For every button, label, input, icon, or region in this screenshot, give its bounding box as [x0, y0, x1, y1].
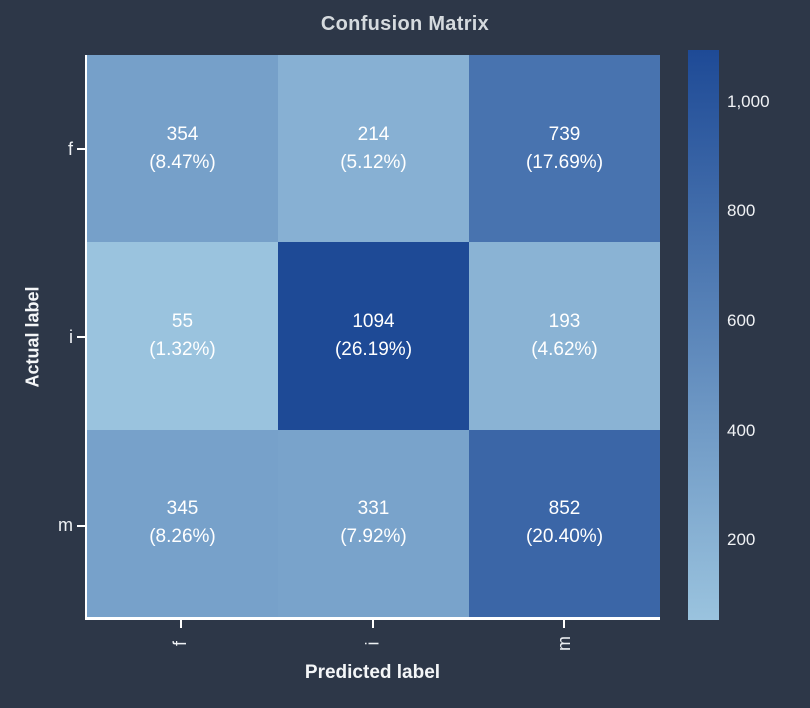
heatmap-cell-i-f: 55 (1.32%): [87, 242, 278, 430]
cell-percent: (8.26%): [149, 526, 216, 548]
x-tick-mark: [179, 620, 182, 628]
x-tick-label-f: f: [170, 640, 191, 646]
heatmap-cell-f-f: 354 (8.47%): [87, 55, 278, 243]
colorbar-tick-600: 600: [727, 311, 756, 330]
cell-value: 193: [548, 310, 581, 332]
cell-percent: (4.62%): [531, 338, 598, 360]
cell-value: 214: [357, 123, 390, 145]
cell-percent: (5.12%): [340, 151, 407, 173]
heatmap-cell-m-f: 345 (8.26%): [87, 429, 278, 617]
x-tick-label-m: m: [553, 635, 574, 651]
y-axis-tick-labels: f i m: [0, 55, 73, 620]
heatmap-cell-f-i: 214 (5.12%): [278, 55, 469, 243]
x-tick-mark: [563, 620, 566, 628]
cell-value: 345: [166, 498, 199, 520]
colorbar: [688, 50, 719, 620]
y-tick-label-i: i: [69, 326, 73, 347]
x-axis-tick-marks: [85, 620, 660, 628]
heatmap-grid: 354 (8.47%) 214 (5.12%) 739 (17.69%) 55 (1.32%)…: [85, 55, 660, 620]
heatmap-cell-i-i: 1094 (26.19%): [278, 242, 469, 430]
cell-value: 852: [548, 498, 581, 520]
y-tick-mark: [77, 148, 85, 151]
heatmap-cell-m-i: 331 (7.92%): [278, 429, 469, 617]
colorbar-tick-800: 800: [727, 201, 756, 221]
x-tick-label-i: i: [362, 641, 382, 645]
heatmap-cell-f-m: 739 (17.69%): [469, 55, 660, 243]
x-axis-title: Predicted label: [304, 662, 441, 683]
cell-percent: (20.40%): [525, 526, 604, 548]
cell-value: 739: [548, 123, 581, 145]
heatmap-cell-m-m: 852 (20.40%): [469, 429, 660, 617]
y-tick-mark: [77, 336, 85, 339]
cell-percent: (7.92%): [340, 526, 407, 548]
colorbar-tick-200: 200: [727, 530, 756, 550]
cell-value: 354: [166, 123, 199, 145]
heatmap-cell-i-m: 193 (4.62%): [469, 242, 660, 430]
cell-percent: (17.69%): [525, 151, 604, 173]
colorbar-tick-400: 400: [727, 420, 756, 440]
cell-percent: (8.47%): [149, 151, 216, 173]
cell-value: 331: [357, 498, 390, 520]
y-tick-mark: [77, 524, 85, 527]
colorbar-tick-labels: 200 400 600 800 1,000: [727, 50, 807, 620]
colorbar-tick-1000: 1,000: [727, 91, 770, 111]
y-axis-tick-marks: [77, 55, 85, 620]
y-tick-label-m: m: [58, 515, 73, 536]
x-tick-mark: [371, 620, 374, 628]
chart-title: Confusion Matrix: [320, 13, 490, 35]
y-tick-label-f: f: [67, 138, 73, 159]
cell-value: 1094: [352, 310, 395, 332]
cell-percent: (26.19%): [334, 338, 413, 360]
cell-value: 55: [171, 310, 194, 332]
cell-percent: (1.32%): [149, 338, 216, 360]
